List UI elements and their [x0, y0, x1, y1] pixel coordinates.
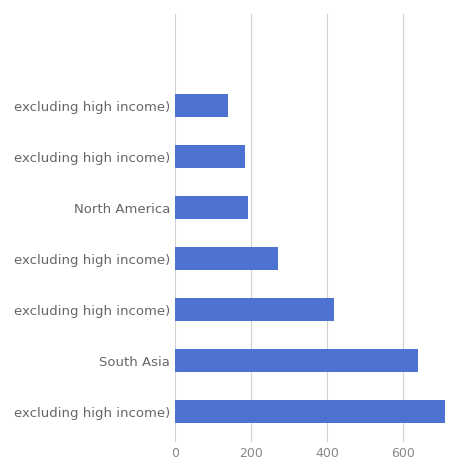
Bar	[175, 94, 228, 117]
Bar	[175, 145, 245, 168]
Bar	[175, 349, 418, 372]
Bar	[175, 298, 334, 321]
Bar	[175, 247, 278, 270]
Bar	[175, 400, 445, 423]
Bar	[175, 196, 248, 219]
